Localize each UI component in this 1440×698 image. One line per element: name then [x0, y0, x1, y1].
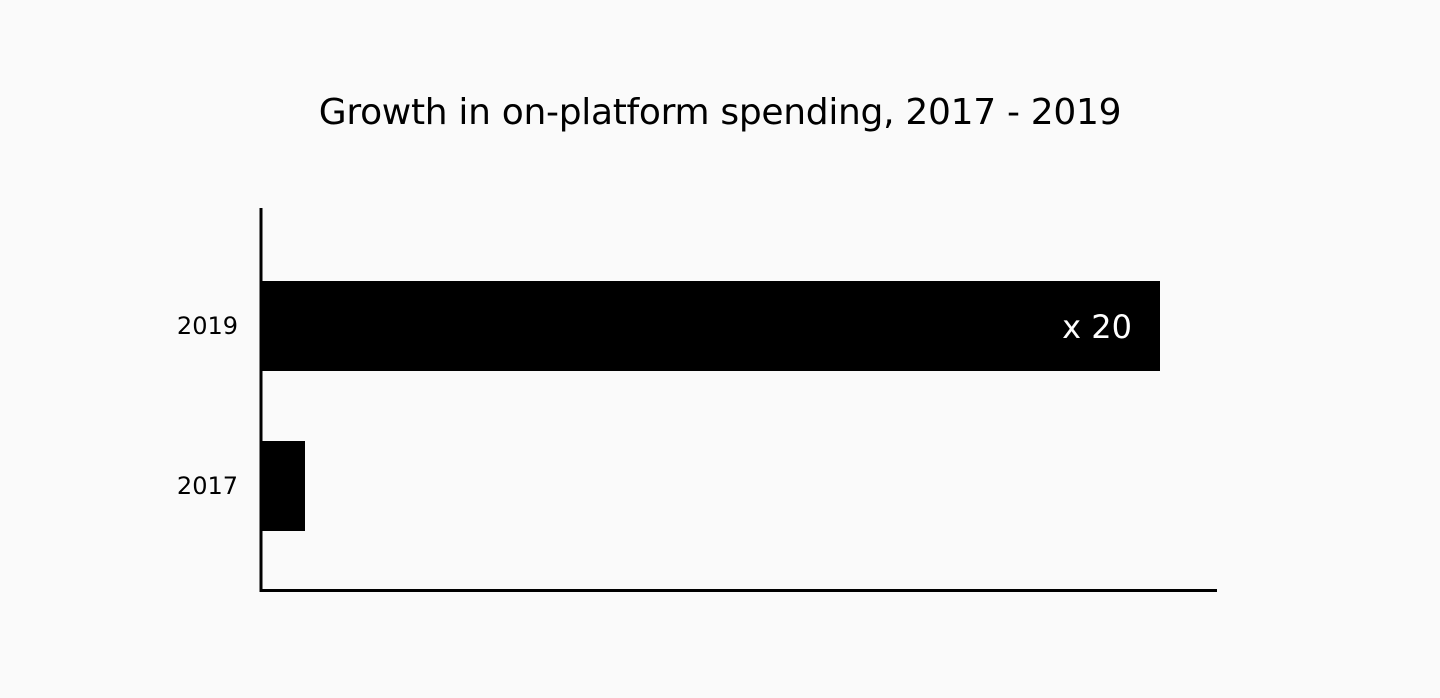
tick-label-2019: 2019 [177, 312, 238, 340]
bar-2019 [260, 281, 1160, 371]
tick-label-2017: 2017 [177, 472, 238, 500]
labels-layer: 2019 x 20 2017 [177, 308, 1132, 500]
data-label-2019: x 20 [1062, 308, 1132, 346]
chart-title: Growth in on-platform spending, 2017 - 2… [318, 92, 1122, 133]
bar-2017 [260, 441, 305, 531]
bars-layer [260, 281, 1160, 531]
